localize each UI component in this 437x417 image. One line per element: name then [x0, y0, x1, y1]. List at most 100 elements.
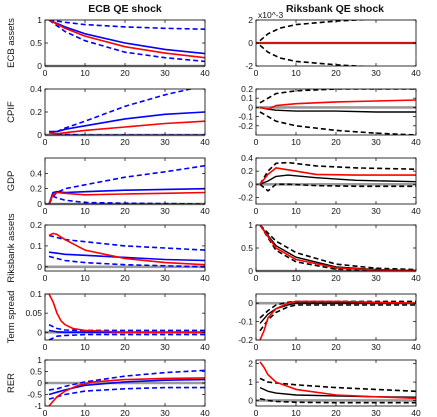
- x-tick-label: 40: [200, 273, 210, 283]
- y-axis-label: CPIF: [6, 101, 17, 123]
- series-line-blue-solid: [48, 251, 205, 262]
- y-tick-label: 0.4: [30, 84, 42, 94]
- y-tick-label: -0.1: [238, 317, 253, 327]
- x-tick-label: 40: [200, 408, 210, 417]
- y-tick-label: 0: [37, 378, 42, 388]
- x-tick-label: 10: [80, 206, 90, 216]
- series-line-blue-solid: [48, 187, 205, 204]
- x-tick-label: 20: [120, 342, 130, 352]
- x-tick-label: 0: [254, 408, 259, 417]
- x-tick-label: 10: [291, 137, 301, 147]
- y-axis-label: ECB assets: [6, 18, 17, 68]
- series-line-blue-dashed: [48, 89, 194, 134]
- series-line-blue-dashed: [48, 131, 205, 135]
- y-tick-label: 1: [248, 220, 253, 230]
- y-tick-label: 0: [248, 395, 253, 405]
- x-tick-label: 10: [291, 342, 301, 352]
- x-tick-label: 20: [120, 68, 130, 78]
- x-tick-label: 40: [200, 342, 210, 352]
- series-group: [259, 161, 416, 192]
- y-tick-label: 1: [248, 377, 253, 387]
- y-tick-label: 0: [248, 102, 253, 112]
- x-tick-label: 20: [120, 273, 130, 283]
- series-line-blue-solid: [48, 329, 205, 334]
- y-tick-label: 0: [37, 327, 42, 337]
- x-tick-label: 20: [120, 408, 130, 417]
- y-tick-label: 0.5: [30, 367, 42, 377]
- y-tick-label: 0.1: [30, 289, 42, 299]
- x-tick-label: 30: [371, 342, 381, 352]
- y-axis-label: Term spread: [6, 291, 17, 344]
- panel-0-0: 0 10 20 30 40 0 0.5 1 ECB assets: [6, 15, 210, 78]
- x-tick-label: 0: [43, 137, 48, 147]
- x-tick-label: 10: [80, 137, 90, 147]
- y-tick-label: 0.5: [30, 38, 42, 48]
- x-tick-label: 0: [43, 206, 48, 216]
- series-line-red-solid: [48, 20, 205, 59]
- panel-5-1: 0 10 20 30 40 0 1 2: [248, 359, 421, 417]
- x-tick-label: 10: [80, 68, 90, 78]
- series-line-black-dashed: [259, 161, 416, 185]
- series-line-black-dashed: [259, 377, 416, 393]
- series-group: [256, 20, 416, 66]
- x-tick-label: 0: [43, 68, 48, 78]
- y-tick-label: 2: [248, 15, 253, 25]
- y-tick-label: 0: [248, 298, 253, 308]
- x-tick-label: 10: [291, 408, 301, 417]
- panel-4-1: 0 10 20 30 40 -0.2 -0.1 0: [238, 293, 421, 352]
- x-tick-label: 10: [291, 273, 301, 283]
- panel-2-0: 0 10 20 30 40 0 0.2 0.4 GDP: [6, 157, 210, 216]
- series-line-red-solid: [48, 232, 205, 266]
- series-line-black-dashed: [259, 225, 416, 271]
- y-tick-label: 1: [37, 355, 42, 365]
- x-tick-label: 20: [331, 137, 341, 147]
- y-tick-label: 0: [37, 262, 42, 272]
- y-tick-label: 0: [37, 199, 42, 209]
- x-tick-label: 40: [411, 68, 421, 78]
- x-tick-label: 20: [331, 273, 341, 283]
- x-tick-label: 40: [200, 68, 210, 78]
- x-tick-label: 30: [160, 206, 170, 216]
- x-tick-label: 0: [254, 273, 259, 283]
- y-tick-label: -0.1: [238, 112, 253, 122]
- y-tick-label: 0.2: [30, 184, 42, 194]
- x-tick-label: 20: [331, 408, 341, 417]
- y-tick-label: 0: [37, 130, 42, 140]
- x-tick-label: 30: [160, 408, 170, 417]
- column-title-riksbank: Riksbank QE shock: [286, 3, 384, 15]
- y-axis-label: GDP: [6, 171, 17, 192]
- x-tick-label: 0: [254, 342, 259, 352]
- series-line-red-solid: [259, 99, 416, 110]
- series-group: [259, 361, 416, 404]
- series-line-blue-dashed: [48, 255, 205, 268]
- series-line-blue-solid: [48, 20, 205, 55]
- x-tick-label: 40: [411, 342, 421, 352]
- y-tick-label: 0: [248, 266, 253, 276]
- y-exponent-label: x10^-3: [258, 10, 284, 20]
- series-line-red-solid: [259, 361, 416, 400]
- panel-4-0: 0 10 20 30 40 0 0.05 0.1 Term spread: [6, 289, 210, 352]
- y-tick-label: 0.1: [30, 241, 42, 251]
- x-tick-label: 0: [254, 206, 259, 216]
- y-tick-label: 0: [248, 38, 253, 48]
- series-group: [259, 89, 416, 135]
- panel-2-1: 0 10 20 30 40-0.200.20.4: [238, 153, 421, 216]
- series-line-blue-solid: [48, 378, 205, 396]
- x-tick-label: 10: [80, 342, 90, 352]
- x-tick-label: 0: [254, 137, 259, 147]
- series-line-black-dashed: [259, 304, 416, 332]
- column-title-ecb: ECB QE shock: [88, 3, 162, 15]
- x-tick-label: 30: [371, 408, 381, 417]
- series-line-red-solid: [259, 300, 416, 340]
- series-line-red-solid: [48, 294, 205, 334]
- series-line-blue-dashed: [48, 164, 205, 204]
- x-tick-label: 20: [120, 206, 130, 216]
- series-group: [48, 294, 205, 340]
- x-tick-label: 0: [43, 342, 48, 352]
- series-line-blue-dashed: [48, 333, 205, 340]
- x-tick-label: 20: [120, 137, 130, 147]
- x-tick-label: 30: [160, 137, 170, 147]
